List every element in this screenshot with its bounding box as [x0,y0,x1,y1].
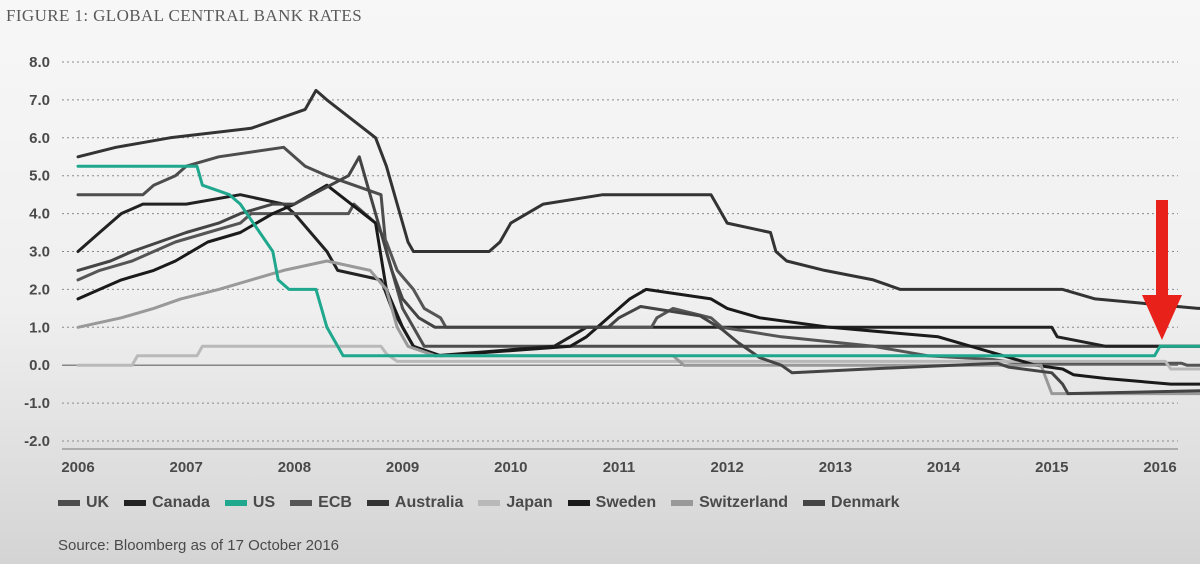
legend-swatch [224,500,247,506]
x-tick-label: 2010 [494,459,527,476]
legend-label: ECB [318,494,352,511]
series-line-sweden [76,183,1200,386]
x-tick-label: 2008 [278,459,311,476]
legend-swatch [290,500,313,506]
x-tick-label: 2011 [603,459,636,476]
y-tick-label: 4.0 [29,206,50,223]
y-tick-label: 3.0 [29,244,50,261]
legend-item-japan: Japan [478,494,553,512]
x-tick-label: 2007 [170,459,203,476]
series-line-denmark [76,155,1200,396]
legend-item-uk: UK [58,494,109,512]
y-tick-label: 6.0 [29,130,50,147]
legend-swatch [58,500,80,506]
legend-label: US [252,494,276,511]
legend-item-denmark: Denmark [803,494,900,512]
legend-swatch [478,500,501,506]
x-tick-label: 2013 [819,459,852,476]
figure-title: FIGURE 1: GLOBAL CENTRAL BANK RATES [6,6,363,25]
legend-item-sweden: Sweden [567,494,657,512]
series-line-us [76,164,1200,358]
legend-item-australia: Australia [366,494,464,512]
legend-label: Japan [506,494,553,511]
x-tick-label: 2006 [61,459,94,476]
y-tick-label: -2.0 [24,433,50,450]
legend-label: Australia [394,494,464,511]
y-tick-label: 7.0 [29,92,50,109]
legend-item-ecb: ECB [290,494,352,512]
down-arrow-icon [1142,200,1182,340]
legend-label: Denmark [831,494,900,511]
series-line-japan [76,344,1200,371]
y-tick-label: 5.0 [29,168,50,185]
legend-label: Switzerland [699,494,789,511]
y-tick-label: 8.0 [29,54,50,71]
x-tick-label: 2014 [927,459,961,476]
chart-legend: UK Canada US ECB Australia Japan Sweden Switzer… [58,492,915,514]
legend-swatch [567,500,590,506]
y-tick-label: 2.0 [29,281,50,298]
legend-item-canada: Canada [124,494,210,512]
x-tick-label: 2016 [1143,459,1176,476]
x-tick-label: 2015 [1035,459,1068,476]
y-tick-label: 0.0 [29,357,50,374]
series-line-australia [76,88,1200,310]
legend-item-switzerland: Switzerland [671,494,788,512]
series-line-uk [76,145,1200,348]
x-tick-label: 2009 [386,459,419,476]
legend-label: UK [86,494,110,511]
legend-swatch [366,500,389,506]
y-tick-label: -1.0 [24,395,50,412]
legend-label: Sweden [595,494,657,511]
x-tick-label: 2012 [711,459,744,476]
legend-label: Canada [152,494,210,511]
legend-swatch [671,500,694,506]
y-tick-label: 1.0 [29,319,50,336]
series-line-switzerland [76,259,1200,396]
source-note: Source: Bloomberg as of 17 October 2016 [58,537,340,554]
legend-item-us: US [224,494,276,512]
series-line-canada [76,193,1200,358]
legend-swatch [124,500,147,506]
legend-swatch [803,500,826,506]
